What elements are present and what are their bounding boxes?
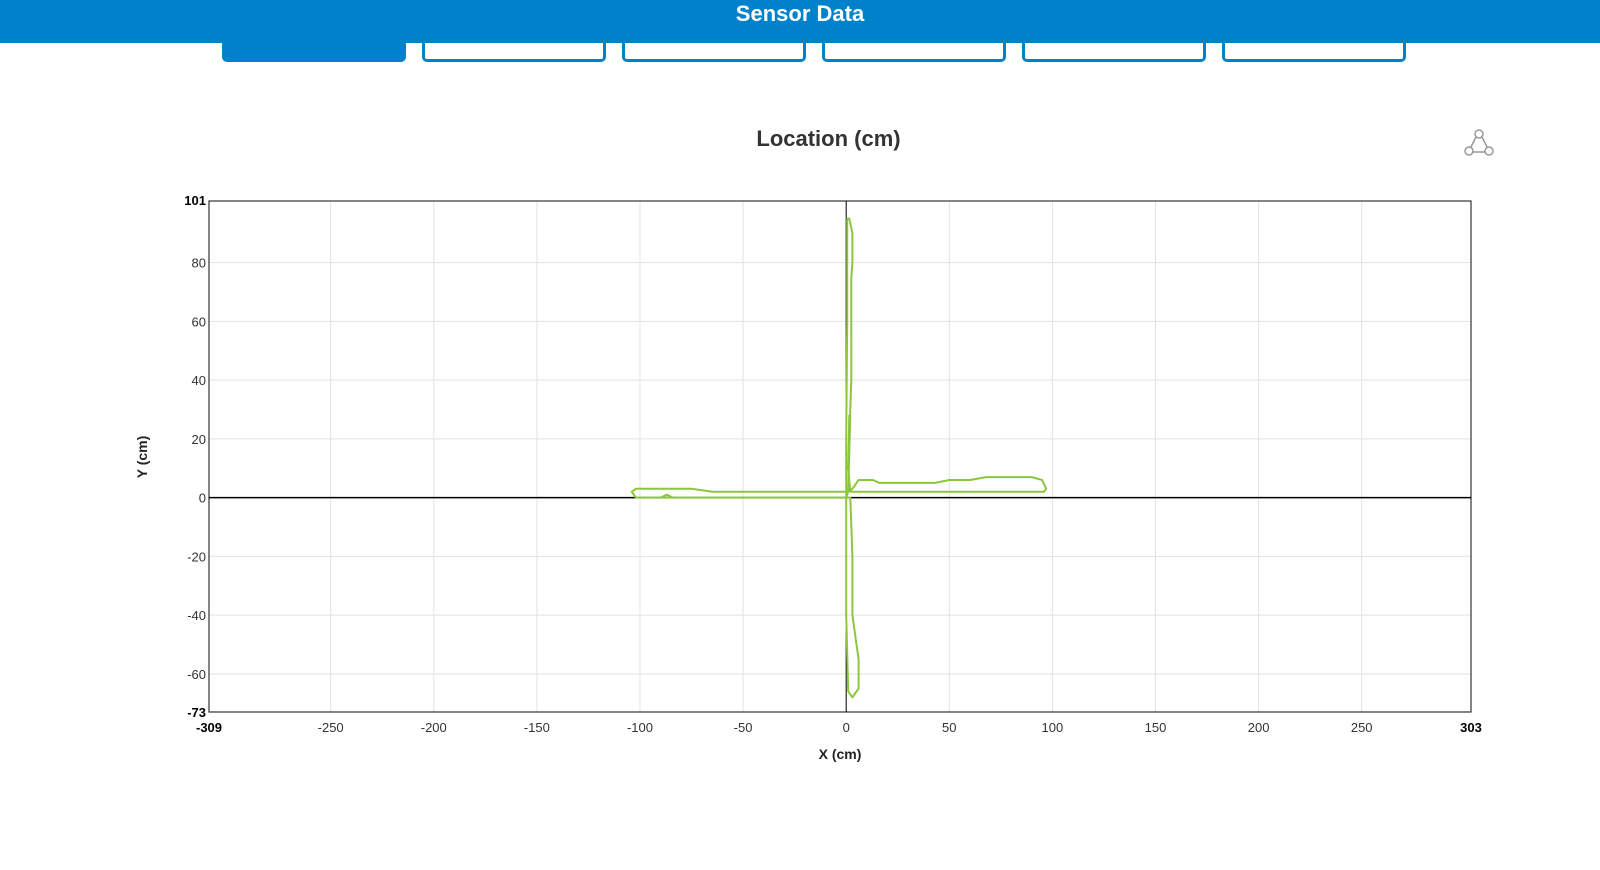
y-tick-label-7: 80 (192, 256, 206, 271)
y-tick-label-6: 60 (192, 314, 206, 329)
x-tick-label-1: -200 (421, 720, 447, 735)
y-max-label: 101 (184, 193, 206, 208)
x-tick-label-9: 200 (1248, 720, 1270, 735)
page-title: Sensor Data (735, 1, 865, 26)
x-tick-label-0: -250 (318, 720, 344, 735)
y-min-label: -73 (187, 705, 206, 720)
x-tick-label-6: 50 (942, 720, 956, 735)
x-tick-label-10: 250 (1351, 720, 1373, 735)
y-tick-label-4: 20 (192, 432, 206, 447)
x-tick-label-7: 100 (1042, 720, 1064, 735)
y-tick-label-2: -20 (187, 549, 206, 564)
x-max-label: 303 (1460, 720, 1482, 735)
location-path-1 (660, 493, 674, 499)
location-path-0 (630, 217, 1048, 699)
y-tick-label-3: 0 (199, 491, 206, 506)
y-tick-label-1: -40 (187, 608, 206, 623)
plot-frame (208, 200, 1472, 713)
x-tick-label-3: -100 (627, 720, 653, 735)
header-bar: Sensor Data (0, 0, 1600, 43)
x-axis-label: X (cm) (819, 746, 862, 762)
y-axis-label: Y (cm) (134, 436, 150, 479)
x-tick-label-2: -150 (524, 720, 550, 735)
chart-title: Location (cm) (756, 126, 901, 151)
y-tick-label-0: -60 (187, 667, 206, 682)
x-tick-label-4: -50 (734, 720, 753, 735)
x-tick-label-8: 150 (1145, 720, 1167, 735)
y-tick-label-5: 40 (192, 373, 206, 388)
x-min-label: -309 (196, 720, 222, 735)
share-icon[interactable] (1463, 127, 1495, 159)
x-tick-label-5: 0 (843, 720, 850, 735)
